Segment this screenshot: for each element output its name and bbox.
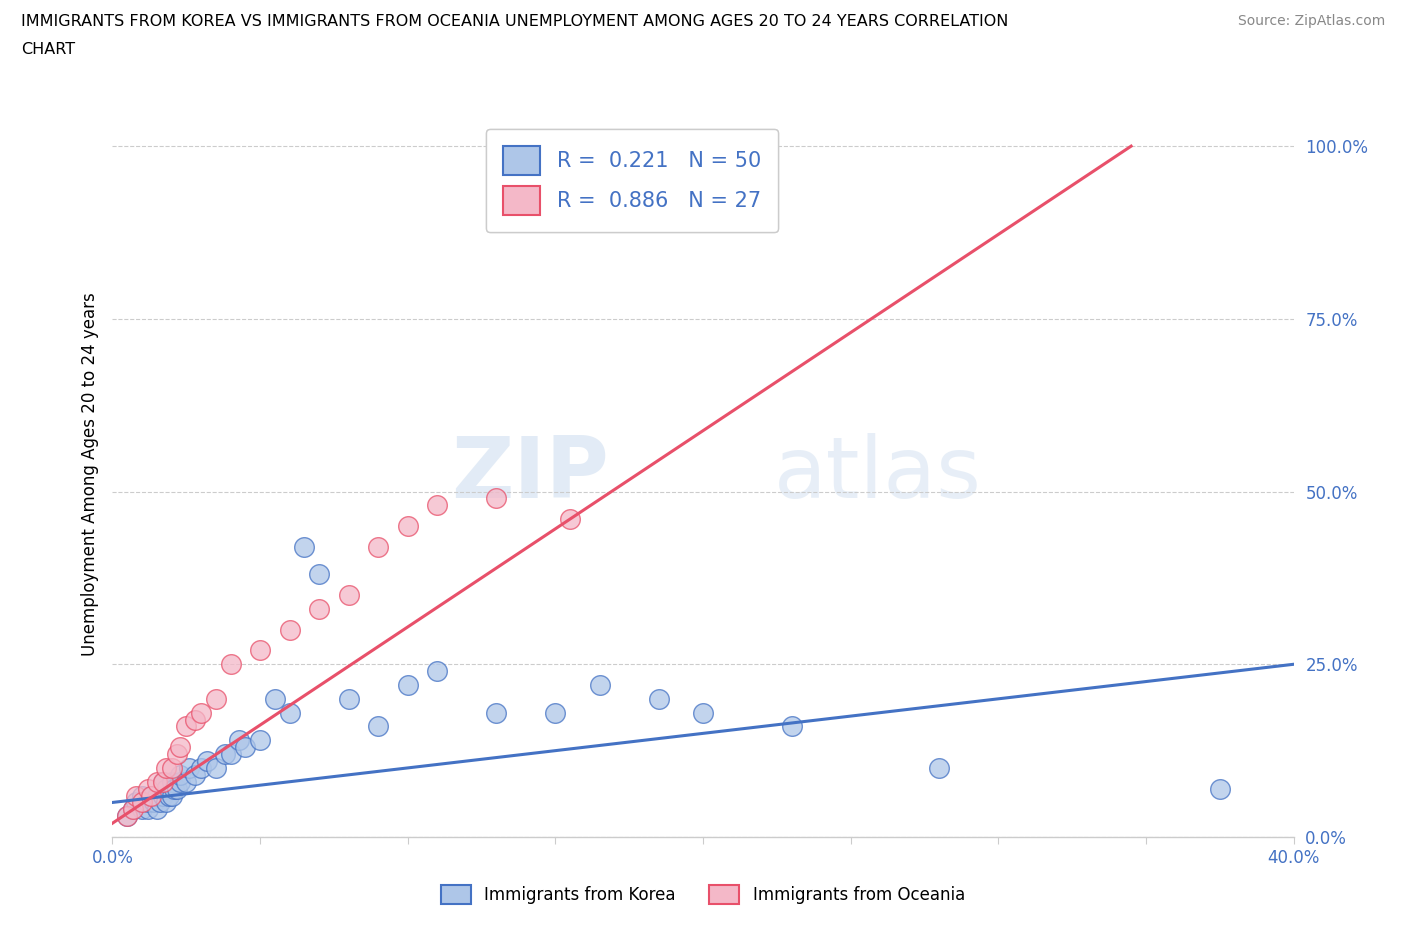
Point	[174, 775, 197, 790]
Point	[139, 788, 162, 803]
Point	[367, 719, 389, 734]
Point	[131, 795, 153, 810]
Point	[780, 719, 803, 734]
Point	[169, 767, 191, 782]
Point	[169, 739, 191, 754]
Point	[692, 207, 714, 222]
Point	[588, 678, 610, 693]
Point	[149, 795, 172, 810]
Point	[160, 775, 183, 790]
Point	[396, 519, 419, 534]
Point	[125, 795, 148, 810]
Point	[152, 775, 174, 790]
Point	[166, 747, 188, 762]
Point	[160, 761, 183, 776]
Point	[155, 795, 177, 810]
Point	[426, 664, 449, 679]
Point	[396, 678, 419, 693]
Legend: R =  0.221   N = 50, R =  0.886   N = 27: R = 0.221 N = 50, R = 0.886 N = 27	[486, 129, 778, 232]
Point	[205, 691, 228, 706]
Point	[485, 491, 508, 506]
Text: ZIP: ZIP	[451, 432, 609, 516]
Point	[169, 775, 191, 790]
Point	[155, 781, 177, 796]
Point	[142, 795, 165, 810]
Point	[139, 788, 162, 803]
Point	[928, 761, 950, 776]
Point	[692, 705, 714, 720]
Point	[249, 643, 271, 658]
Legend: Immigrants from Korea, Immigrants from Oceania: Immigrants from Korea, Immigrants from O…	[433, 876, 973, 912]
Point	[146, 802, 169, 817]
Point	[195, 753, 218, 768]
Point	[184, 712, 207, 727]
Point	[308, 567, 330, 582]
Point	[131, 788, 153, 803]
Point	[190, 761, 212, 776]
Point	[146, 775, 169, 790]
Point	[117, 809, 138, 824]
Point	[122, 802, 145, 817]
Point	[233, 739, 256, 754]
Text: atlas: atlas	[773, 432, 981, 516]
Point	[647, 691, 671, 706]
Point	[179, 761, 201, 776]
Point	[117, 809, 138, 824]
Point	[308, 602, 330, 617]
Point	[155, 761, 177, 776]
Point	[174, 719, 197, 734]
Text: Source: ZipAtlas.com: Source: ZipAtlas.com	[1237, 14, 1385, 28]
Point	[426, 498, 449, 512]
Point	[166, 781, 188, 796]
Y-axis label: Unemployment Among Ages 20 to 24 years: Unemployment Among Ages 20 to 24 years	[80, 292, 98, 657]
Point	[163, 781, 186, 796]
Point	[485, 705, 508, 720]
Point	[205, 761, 228, 776]
Point	[337, 588, 360, 603]
Point	[152, 788, 174, 803]
Point	[219, 747, 242, 762]
Point	[157, 788, 180, 803]
Point	[249, 733, 271, 748]
Text: CHART: CHART	[21, 42, 75, 57]
Point	[1208, 781, 1232, 796]
Point	[367, 539, 389, 554]
Point	[278, 705, 301, 720]
Point	[160, 788, 183, 803]
Text: IMMIGRANTS FROM KOREA VS IMMIGRANTS FROM OCEANIA UNEMPLOYMENT AMONG AGES 20 TO 2: IMMIGRANTS FROM KOREA VS IMMIGRANTS FROM…	[21, 14, 1008, 29]
Point	[219, 657, 242, 671]
Point	[146, 788, 169, 803]
Point	[558, 512, 582, 526]
Point	[122, 802, 145, 817]
Point	[544, 705, 567, 720]
Point	[136, 802, 159, 817]
Point	[292, 539, 315, 554]
Point	[125, 788, 148, 803]
Point	[214, 747, 236, 762]
Point	[184, 767, 207, 782]
Point	[136, 795, 159, 810]
Point	[152, 775, 174, 790]
Point	[278, 622, 301, 637]
Point	[136, 781, 159, 796]
Point	[190, 705, 212, 720]
Point	[228, 733, 250, 748]
Point	[337, 691, 360, 706]
Point	[131, 802, 153, 817]
Point	[264, 691, 287, 706]
